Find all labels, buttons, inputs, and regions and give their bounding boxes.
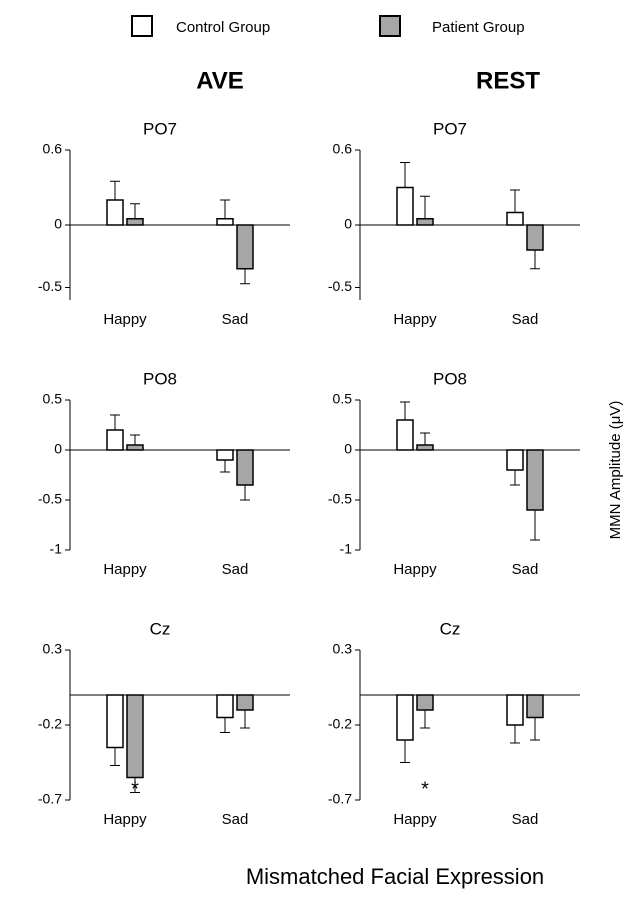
y-tick-label: -0.5 xyxy=(328,278,352,294)
column-title: AVE xyxy=(196,67,244,94)
bar xyxy=(106,199,124,226)
x-tick-label: Happy xyxy=(103,811,147,828)
y-axis-label: MMN Amplitude (μV) xyxy=(607,401,624,540)
bar xyxy=(106,694,124,749)
bar xyxy=(506,449,524,471)
panel-title: PO7 xyxy=(143,119,177,138)
bar xyxy=(416,444,434,451)
x-tick-label: Happy xyxy=(393,561,437,578)
bar xyxy=(106,429,124,451)
bar xyxy=(396,419,414,451)
y-tick-label: -0.5 xyxy=(328,491,352,507)
bar xyxy=(236,224,254,270)
y-tick-label: 0.5 xyxy=(43,391,63,407)
panel-title: PO8 xyxy=(143,369,177,388)
y-tick-label: -0.2 xyxy=(328,716,352,732)
y-tick-label: 0.3 xyxy=(333,641,353,657)
x-tick-label: Sad xyxy=(512,561,539,578)
x-tick-label: Sad xyxy=(222,311,249,328)
x-tick-label: Happy xyxy=(103,311,147,328)
bar xyxy=(216,694,234,719)
bar xyxy=(506,211,524,226)
panel-title: PO7 xyxy=(433,119,467,138)
panel-title: Cz xyxy=(150,619,171,638)
bar xyxy=(526,694,544,719)
y-tick-label: -0.2 xyxy=(38,716,62,732)
bar xyxy=(236,694,254,711)
x-tick-label: Sad xyxy=(512,311,539,328)
bar xyxy=(216,449,234,461)
y-tick-label: 0.6 xyxy=(43,141,63,157)
bar xyxy=(236,449,254,486)
bar xyxy=(416,694,434,711)
legend-label: Control Group xyxy=(176,19,270,36)
y-tick-label: -0.5 xyxy=(38,491,62,507)
bar xyxy=(126,218,144,226)
column-title: REST xyxy=(476,67,540,94)
bar xyxy=(506,694,524,726)
x-tick-label: Happy xyxy=(393,311,437,328)
y-tick-label: -0.5 xyxy=(38,278,62,294)
annotation: * xyxy=(131,778,139,800)
y-tick-label: 0.6 xyxy=(333,141,353,157)
x-tick-label: Happy xyxy=(393,811,437,828)
annotation: * xyxy=(421,778,429,800)
bar xyxy=(416,218,434,226)
y-tick-label: 0 xyxy=(54,441,62,457)
y-tick-label: 0.5 xyxy=(333,391,353,407)
x-tick-label: Sad xyxy=(222,561,249,578)
bar xyxy=(126,694,144,779)
legend-label: Patient Group xyxy=(432,19,525,36)
y-tick-label: -1 xyxy=(340,541,353,557)
bar xyxy=(526,449,544,511)
bar xyxy=(526,224,544,251)
bar xyxy=(126,444,144,451)
x-axis-label: Mismatched Facial Expression xyxy=(246,864,544,889)
x-tick-label: Sad xyxy=(222,811,249,828)
bar xyxy=(396,186,414,226)
y-tick-label: 0.3 xyxy=(43,641,63,657)
x-tick-label: Happy xyxy=(103,561,147,578)
legend-swatch xyxy=(379,15,401,37)
bar xyxy=(396,694,414,741)
y-tick-label: 0 xyxy=(344,441,352,457)
y-tick-label: 0 xyxy=(54,216,62,232)
y-tick-label: -0.7 xyxy=(328,791,352,807)
x-tick-label: Sad xyxy=(512,811,539,828)
panel-title: Cz xyxy=(440,619,461,638)
panel-title: PO8 xyxy=(433,369,467,388)
y-tick-label: -0.7 xyxy=(38,791,62,807)
legend-swatch xyxy=(131,15,153,37)
y-tick-label: 0 xyxy=(344,216,352,232)
bar xyxy=(216,218,234,226)
y-tick-label: -1 xyxy=(50,541,63,557)
